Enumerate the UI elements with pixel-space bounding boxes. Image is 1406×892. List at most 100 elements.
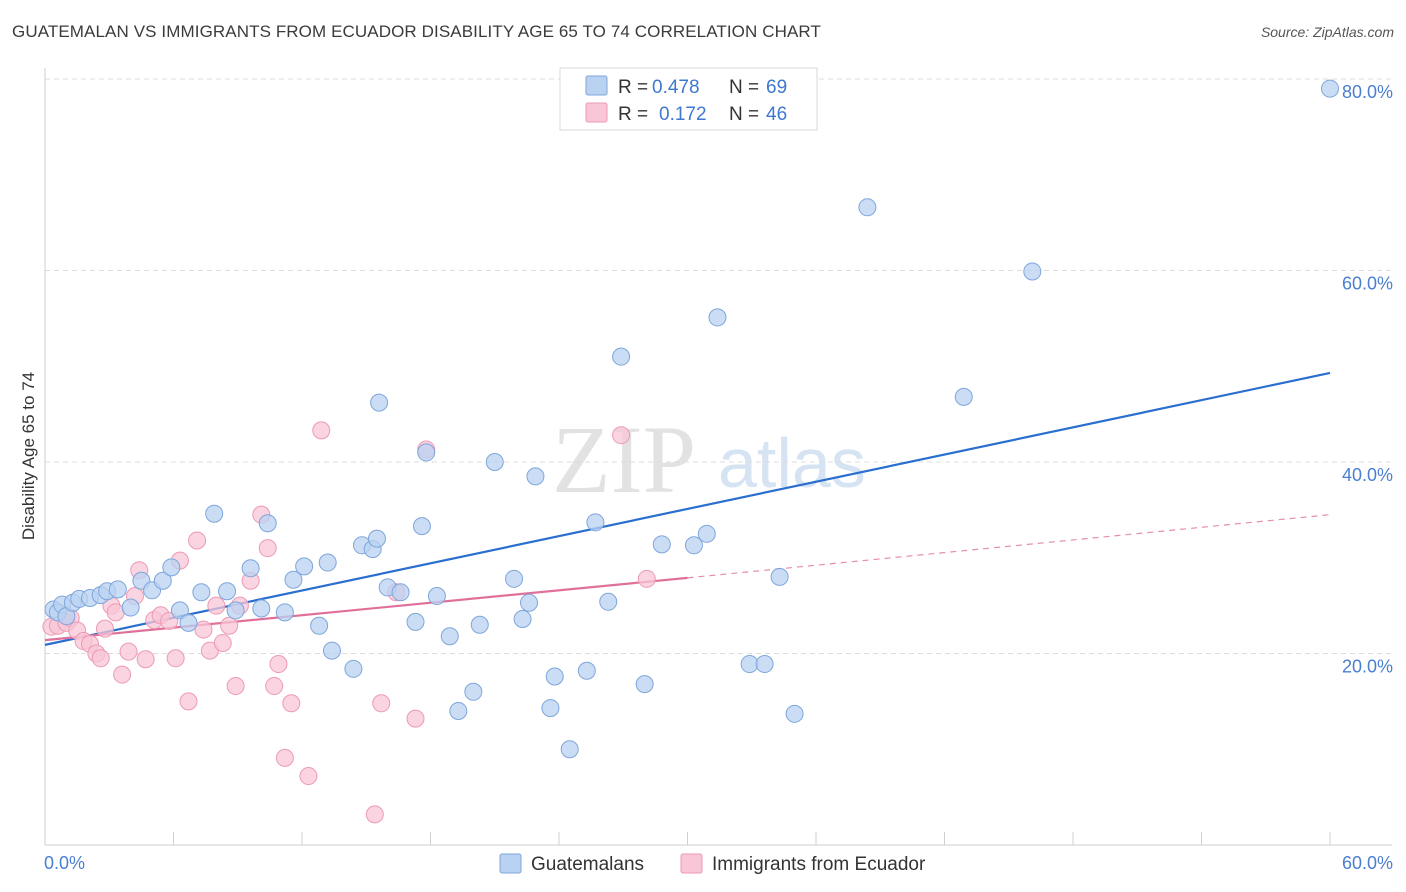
bottom-legend-label-ecuador: Immigrants from Ecuador: [712, 854, 926, 875]
guatemalan-point: [406, 612, 425, 631]
guatemalan-point: [205, 504, 224, 523]
guatemalan-point: [367, 529, 386, 548]
guatemalan-point: [310, 616, 329, 635]
guatemalan-point: [370, 393, 389, 412]
guatemalan-point: [740, 655, 759, 674]
ecuador-point: [91, 649, 110, 668]
legend-r-label-2: R =: [618, 104, 648, 125]
guatemalan-point: [440, 627, 459, 646]
guatemalan-point: [241, 559, 260, 578]
y-axis-label: Disability Age 65 to 74: [19, 372, 38, 540]
guatemalan-point: [697, 524, 716, 543]
ecuador-point: [258, 539, 277, 558]
guatemalan-point: [170, 601, 189, 620]
legend-r-value-1: 0.478: [652, 77, 700, 98]
ecuador-point: [282, 694, 301, 713]
guatemalan-point: [684, 536, 703, 555]
ecuador-point: [365, 805, 384, 824]
x-tick-label-min: 0.0%: [44, 853, 85, 873]
guatemalan-point: [526, 467, 545, 486]
guatemalans-trend-line: [44, 371, 1331, 646]
guatemalan-point: [275, 603, 294, 622]
ecuador-point: [312, 421, 331, 440]
bottom-legend: Guatemalans Immigrants from Ecuador: [499, 853, 926, 875]
guatemalan-point: [586, 513, 605, 532]
bottom-legend-label-guatemalans: Guatemalans: [531, 854, 644, 875]
ecuador-point: [179, 692, 198, 711]
watermark-zip: ZIP: [552, 406, 696, 513]
y-tick-label: 60.0%: [1342, 274, 1393, 294]
ecuador-point: [406, 709, 425, 728]
guatemalan-point: [153, 571, 172, 590]
chart-source: Source: ZipAtlas.com: [1260, 24, 1394, 40]
bottom-legend-swatch-guatemalans: [499, 853, 522, 874]
ecuador-point: [106, 603, 125, 622]
ecuador-point: [269, 655, 288, 674]
ecuador-point: [372, 694, 391, 713]
y-tick-label: 40.0%: [1342, 465, 1393, 485]
guatemalan-point: [318, 553, 337, 572]
guatemalan-point: [560, 740, 579, 759]
y-tick-label: 80.0%: [1342, 82, 1393, 102]
guatemalan-point: [1321, 79, 1339, 98]
guatemalan-point: [470, 615, 489, 634]
ecuador-point: [166, 649, 185, 668]
guatemalan-point: [344, 659, 363, 678]
ecuador-point: [119, 642, 138, 661]
guatemalan-point: [226, 601, 245, 620]
guatemalan-point: [449, 701, 468, 720]
ecuador-point: [612, 426, 631, 445]
guatemalan-point: [612, 347, 631, 366]
ecuador-point: [160, 611, 179, 630]
legend-swatch-ecuador: [585, 102, 608, 123]
watermark-atlas: atlas: [718, 424, 866, 502]
ecuador-point: [226, 677, 245, 696]
guatemalan-point: [121, 598, 140, 617]
guatemalan-point: [412, 517, 431, 536]
guatemalan-point: [520, 593, 539, 612]
ecuador-point: [637, 569, 656, 588]
legend-n-value-2: 46: [766, 104, 787, 125]
guatemalan-point: [652, 535, 671, 554]
axis-layer: 20.0% 40.0% 60.0% 80.0% 0.0% 60.0%: [44, 68, 1393, 873]
ecuador-point: [207, 596, 226, 615]
guatemalan-point: [252, 599, 271, 618]
guatemalan-point: [417, 443, 436, 462]
guatemalan-point: [545, 667, 564, 686]
guatemalan-point: [577, 661, 596, 680]
guatemalan-point: [192, 583, 211, 602]
guatemalan-point: [284, 570, 303, 589]
guatemalan-point: [513, 610, 532, 629]
guatemalan-point: [785, 704, 804, 723]
y-tick-label: 20.0%: [1342, 657, 1393, 677]
guatemalan-point: [391, 583, 410, 602]
ecuador-point: [265, 677, 284, 696]
legend-r-label-1: R =: [618, 77, 648, 98]
ecuador-point: [213, 633, 232, 652]
ecuador-point: [188, 531, 207, 550]
guatemalan-point: [505, 569, 524, 588]
ecuador-point: [299, 767, 318, 786]
ecuador-point: [275, 748, 294, 767]
legend-r-value-2: 0.172: [659, 104, 707, 125]
guatemalan-point: [295, 557, 314, 576]
guatemalan-point: [162, 558, 181, 577]
ecuador-trend-extension: [687, 514, 1331, 579]
guatemalan-point: [179, 613, 198, 632]
guatemalan-point: [1023, 262, 1042, 281]
guatemalan-point: [258, 514, 277, 533]
guatemalan-point: [755, 655, 774, 674]
guatemalan-point: [954, 387, 973, 406]
legend: R = 0.478 N = 69 R = 0.172 N = 46: [559, 67, 818, 131]
guatemalan-point: [485, 453, 504, 471]
ecuador-point: [136, 650, 155, 669]
ecuador-point: [220, 616, 239, 635]
guatemalan-point: [599, 592, 618, 611]
legend-swatch-guatemalans: [585, 75, 608, 96]
bottom-legend-swatch-ecuador: [680, 853, 703, 874]
guatemalan-point: [858, 198, 877, 217]
ecuador-point: [194, 620, 213, 639]
point-layer: [42, 79, 1339, 824]
legend-n-value-1: 69: [766, 77, 787, 98]
